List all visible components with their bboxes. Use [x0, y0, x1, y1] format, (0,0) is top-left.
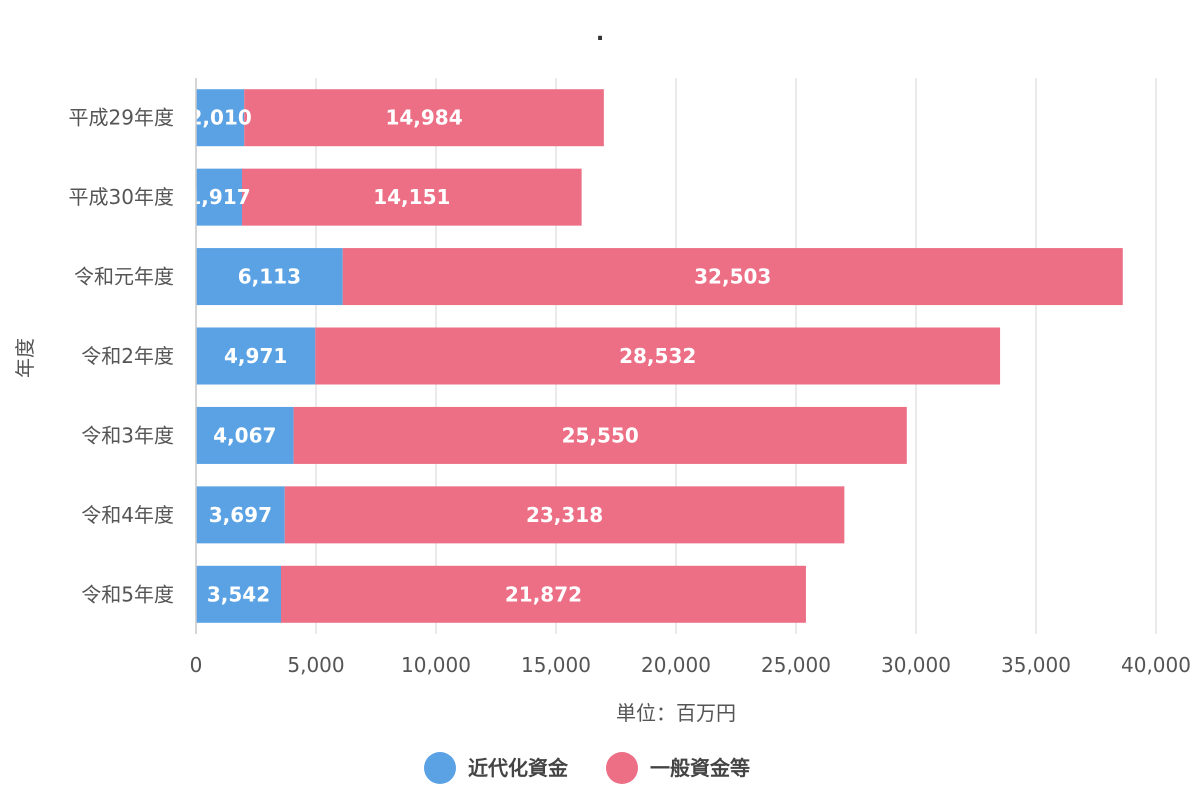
data-label: 14,151 — [373, 185, 450, 209]
x-tick-label: 15,000 — [521, 653, 591, 677]
category-label: 令和2年度 — [81, 344, 174, 368]
category-label: 令和3年度 — [81, 423, 174, 447]
data-label: 4,067 — [213, 423, 276, 447]
bar-modernization-fund — [196, 327, 316, 385]
category-label: 平成30年度 — [69, 185, 174, 209]
bar-modernization-fund — [196, 406, 294, 464]
x-tick-label: 5,000 — [287, 653, 344, 677]
data-labels: 2,010 14,984 1,917 14,151 6,113 32,503 4,971 28… — [187, 106, 771, 607]
bar-general-fund — [242, 168, 582, 226]
data-label: 3,542 — [207, 582, 270, 606]
x-tick-label: 40,000 — [1121, 653, 1191, 677]
bar-modernization-fund — [196, 168, 243, 226]
x-tick-label: 30,000 — [881, 653, 951, 677]
legend-label: 一般資金等 — [650, 756, 750, 780]
chart-title: . — [596, 21, 604, 46]
data-label: 3,697 — [209, 503, 272, 527]
x-tick-label: 25,000 — [761, 653, 831, 677]
x-axis-title: 単位：百万円 — [616, 701, 736, 725]
bar-modernization-fund — [196, 486, 285, 544]
data-label: 14,984 — [385, 106, 462, 130]
bar-modernization-fund — [196, 89, 245, 147]
bar-general-fund — [244, 89, 604, 147]
data-label: 2,010 — [188, 106, 251, 130]
legend-marker — [606, 752, 638, 784]
data-label: 25,550 — [562, 423, 639, 447]
data-label: 4,971 — [224, 344, 287, 368]
category-label: 令和元年度 — [74, 265, 174, 289]
category-label: 令和5年度 — [81, 582, 174, 606]
bars — [196, 89, 1123, 623]
data-label: 6,113 — [238, 265, 301, 289]
x-tick-label: 35,000 — [1001, 653, 1071, 677]
data-label: 1,917 — [187, 185, 250, 209]
legend-marker — [424, 752, 456, 784]
category-label: 平成29年度 — [69, 106, 174, 130]
data-label: 28,532 — [619, 344, 696, 368]
data-label: 32,503 — [694, 265, 771, 289]
bar-modernization-fund — [196, 565, 282, 623]
bar-general-fund — [293, 406, 907, 464]
bar-general-fund — [342, 248, 1123, 306]
axes: 0 5,000 10,000 15,000 20,000 25,000 30,000 35,0… — [69, 78, 1191, 677]
x-tick-label: 10,000 — [401, 653, 471, 677]
data-label: 21,872 — [505, 582, 582, 606]
bar-modernization-fund — [196, 248, 343, 306]
bar-general-fund — [284, 486, 845, 544]
bar-general-fund — [315, 327, 1001, 385]
bar-general-fund — [281, 565, 806, 623]
x-tick-label: 0 — [190, 653, 203, 677]
y-axis-title: 年度 — [13, 338, 37, 378]
legend-label: 近代化資金 — [468, 756, 569, 780]
category-label: 令和4年度 — [81, 503, 174, 527]
data-label: 23,318 — [526, 503, 603, 527]
legend: 近代化資金 一般資金等 — [424, 752, 750, 784]
x-tick-label: 20,000 — [641, 653, 711, 677]
